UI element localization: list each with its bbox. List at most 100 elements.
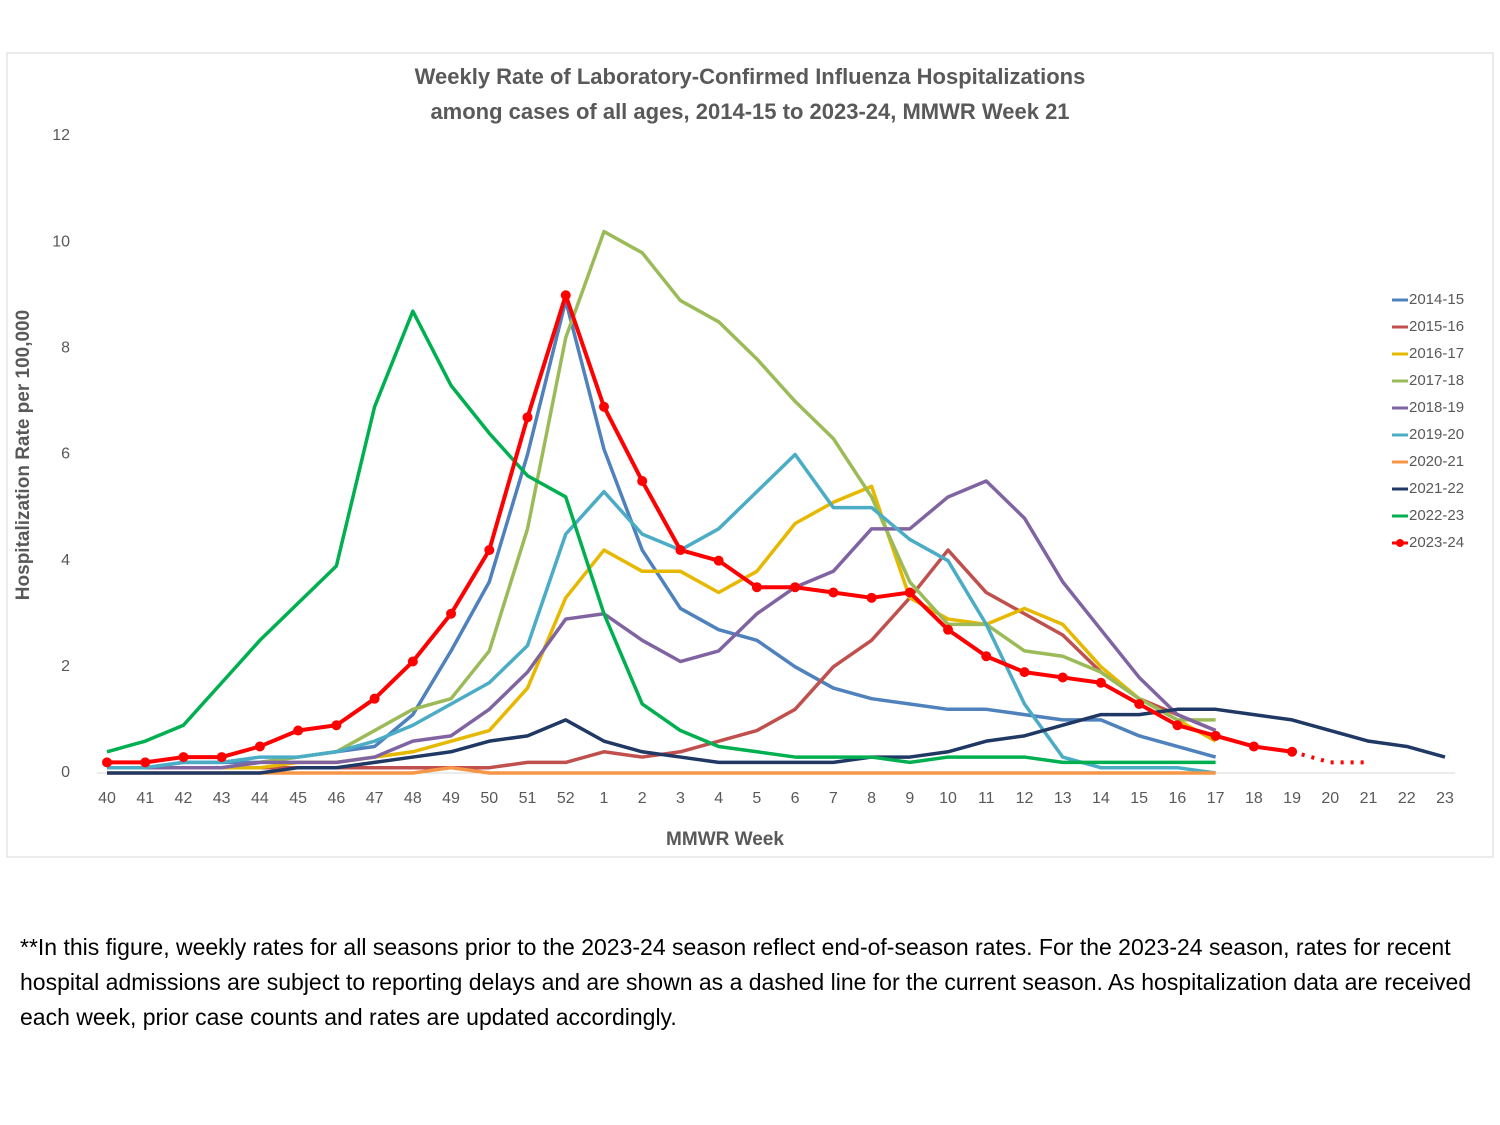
x-tick-label: 13 — [1054, 790, 1072, 807]
x-tick-label: 16 — [1169, 790, 1187, 807]
x-tick-label: 46 — [327, 790, 345, 807]
x-tick-label: 15 — [1130, 790, 1148, 807]
point-marker — [904, 587, 915, 598]
x-tick-label: 11 — [978, 790, 995, 807]
legend-label: 2022-23 — [1409, 507, 1464, 524]
x-tick-label: 19 — [1283, 790, 1301, 807]
y-tick-label: 6 — [61, 446, 70, 463]
y-tick-label: 0 — [61, 764, 70, 781]
y-tick-label: 12 — [52, 127, 70, 144]
legend-label: 2014-15 — [1409, 291, 1464, 308]
legend-label: 2020-21 — [1409, 453, 1464, 470]
point-marker — [178, 752, 189, 763]
x-tick-label: 23 — [1436, 790, 1454, 807]
legend-label: 2015-16 — [1409, 318, 1464, 335]
x-tick-label: 50 — [480, 790, 498, 807]
point-marker — [1095, 677, 1106, 688]
x-tick-label: 8 — [867, 790, 876, 807]
point-marker — [675, 545, 686, 556]
point-marker — [598, 401, 609, 412]
series-line — [107, 452, 1216, 775]
point-marker — [1057, 672, 1068, 683]
point-marker — [866, 592, 877, 603]
legend-label: 2021-22 — [1409, 480, 1464, 497]
point-marker — [522, 412, 533, 423]
series-line — [107, 765, 1216, 775]
point-marker — [1172, 720, 1183, 731]
x-tick-label: 14 — [1092, 790, 1110, 807]
x-tick-label: 20 — [1321, 790, 1339, 807]
point-marker — [331, 720, 342, 731]
x-tick-label: 3 — [676, 790, 685, 807]
x-tick-label: 6 — [791, 790, 800, 807]
footnote: **In this figure, weekly rates for all s… — [20, 934, 1472, 1030]
legend-label: 2016-17 — [1409, 345, 1464, 362]
x-tick-label: 9 — [905, 790, 914, 807]
x-tick-label: 43 — [213, 790, 231, 807]
point-marker — [407, 656, 418, 667]
point-marker — [560, 290, 571, 301]
x-tick-label: 22 — [1398, 790, 1416, 807]
x-tick-label: 42 — [175, 790, 193, 807]
x-tick-label: 1 — [600, 790, 609, 807]
y-axis-label: Hospitalization Rate per 100,000 — [13, 310, 34, 600]
legend-label: 2019-20 — [1409, 426, 1464, 443]
x-tick-label: 52 — [557, 790, 575, 807]
x-tick-label: 18 — [1245, 790, 1263, 807]
point-marker — [1248, 741, 1259, 752]
point-marker — [713, 555, 724, 566]
x-tick-label: 12 — [1016, 790, 1034, 807]
x-tick-label: 17 — [1207, 790, 1225, 807]
series-line — [107, 707, 1446, 775]
chart-title: Weekly Rate of Laboratory-Confirmed Infl… — [415, 64, 1086, 89]
y-tick-label: 10 — [52, 233, 70, 250]
point-marker — [254, 741, 265, 752]
y-tick-label: 8 — [61, 340, 70, 357]
chart-frame — [6, 52, 1494, 858]
series-line — [107, 293, 1293, 765]
point-marker — [790, 582, 801, 593]
x-tick-label: 40 — [98, 790, 116, 807]
point-marker — [140, 757, 151, 768]
series-line — [106, 309, 1216, 765]
x-axis-label: MMWR Week — [666, 829, 784, 850]
x-tick-label: 2 — [638, 790, 647, 807]
point-marker — [1287, 746, 1298, 757]
point-marker — [1210, 730, 1221, 741]
point-marker — [293, 725, 304, 736]
x-tick-label: 21 — [1360, 790, 1378, 807]
x-tick-label: 48 — [404, 790, 422, 807]
x-tick-label: 47 — [366, 790, 384, 807]
x-tick-label: 4 — [714, 790, 723, 807]
y-tick-label: 2 — [61, 658, 70, 675]
chart-title: among cases of all ages, 2014-15 to 2023… — [430, 99, 1069, 124]
legend-label: 2018-19 — [1409, 399, 1464, 416]
point-marker — [981, 651, 992, 662]
point-marker — [751, 582, 762, 593]
x-tick-label: 7 — [829, 790, 838, 807]
x-tick-label: 51 — [519, 790, 537, 807]
point-marker — [102, 757, 112, 768]
legend-marker — [1396, 539, 1404, 547]
legend-label: 2023-24 — [1409, 534, 1464, 551]
x-tick-label: 44 — [251, 790, 269, 807]
point-marker — [446, 608, 457, 619]
point-marker — [484, 545, 495, 556]
point-marker — [943, 624, 954, 635]
chart: Weekly Rate of Laboratory-Confirmed Infl… — [6, 52, 1494, 858]
point-marker — [1019, 667, 1030, 678]
y-tick-label: 4 — [61, 552, 70, 569]
legend-label: 2017-18 — [1409, 372, 1464, 389]
point-marker — [369, 693, 380, 704]
x-tick-label: 10 — [939, 790, 957, 807]
x-tick-label: 49 — [442, 790, 460, 807]
x-tick-label: 5 — [752, 790, 761, 807]
point-marker — [216, 752, 227, 763]
point-marker — [828, 587, 839, 598]
series-line — [107, 479, 1217, 770]
point-marker — [637, 476, 648, 487]
x-tick-label: 45 — [289, 790, 307, 807]
x-tick-label: 41 — [136, 790, 154, 807]
point-marker — [1134, 698, 1145, 709]
